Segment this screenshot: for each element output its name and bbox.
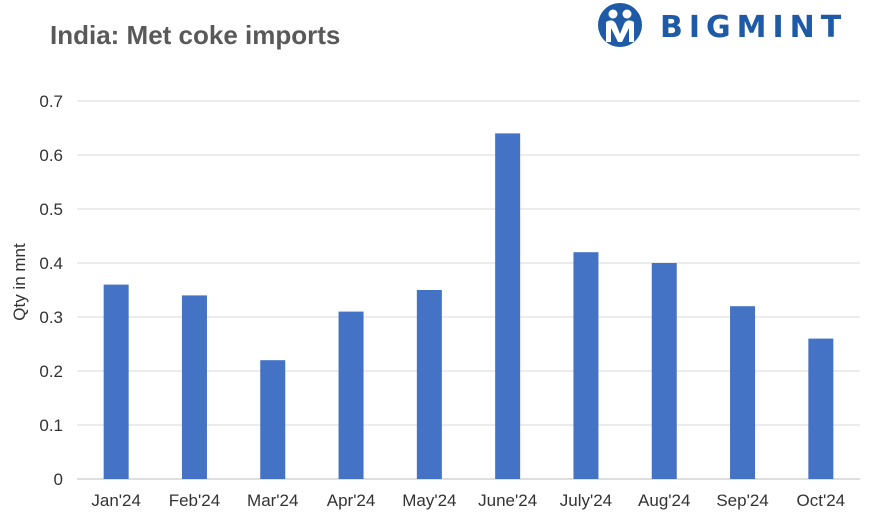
x-tick-label: Feb'24 xyxy=(169,491,220,510)
chart-title: India: Met coke imports xyxy=(50,20,341,50)
x-tick-label: July'24 xyxy=(560,491,612,510)
x-tick-label: Oct'24 xyxy=(797,491,846,510)
y-tick-label: 0.4 xyxy=(39,254,63,273)
bar xyxy=(103,284,129,479)
bar xyxy=(495,133,521,479)
x-tick-label: Aug'24 xyxy=(638,491,690,510)
x-tick-label: Jan'24 xyxy=(91,491,141,510)
brand-name: BIGMINT xyxy=(660,10,848,45)
bar xyxy=(181,295,207,479)
bar xyxy=(730,306,756,479)
x-tick-label: May'24 xyxy=(402,491,456,510)
y-tick-label: 0 xyxy=(54,470,63,489)
y-tick-label: 0.1 xyxy=(39,416,63,435)
bar xyxy=(260,360,286,479)
x-tick-label: June'24 xyxy=(478,491,537,510)
y-tick-label: 0.7 xyxy=(39,92,63,111)
x-tick-label: Mar'24 xyxy=(247,491,298,510)
x-tick-label: Sep'24 xyxy=(716,491,768,510)
bar xyxy=(416,290,442,479)
bigmint-logo-icon xyxy=(598,3,642,47)
bar xyxy=(338,311,364,479)
x-tick-label: Apr'24 xyxy=(327,491,376,510)
y-tick-label: 0.6 xyxy=(39,146,63,165)
y-tick-label: 0.3 xyxy=(39,308,63,327)
y-tick-label: 0.5 xyxy=(39,200,63,219)
bar xyxy=(651,263,677,479)
bar xyxy=(573,252,599,479)
y-tick-label: 0.2 xyxy=(39,362,63,381)
bar xyxy=(808,338,834,479)
